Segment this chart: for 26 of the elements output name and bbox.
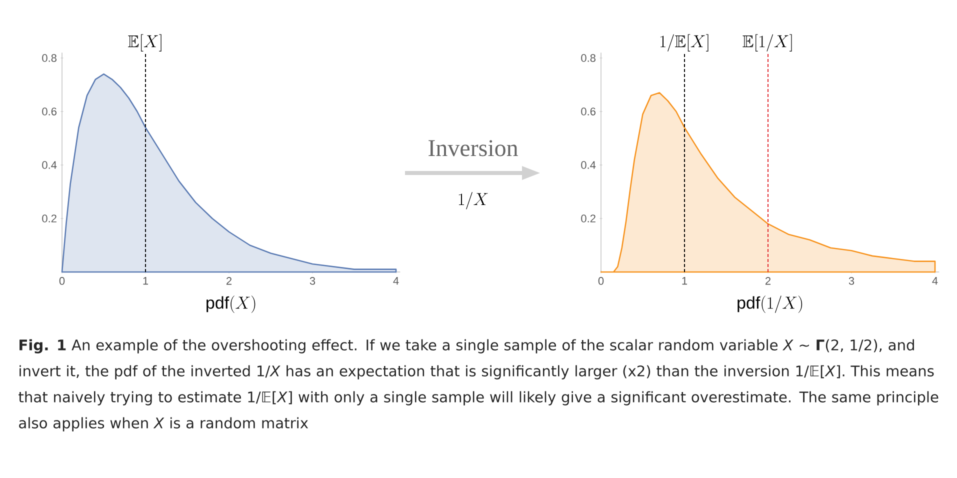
x-tick-label: 3 <box>848 277 854 285</box>
y-tick-label: 0.4 <box>581 161 596 169</box>
x-axis-title: $\mathrm{pdf}(X)$ <box>206 296 256 313</box>
x-tick-label: 1 <box>682 277 688 285</box>
y-tick-label: 0.6 <box>581 108 596 116</box>
text: Inversion <box>428 140 518 156</box>
y-tick-label: 0.8 <box>581 54 596 62</box>
x-tick-label: 4 <box>932 277 938 285</box>
ref-line-label: $1/\mathbb{E}[X]$ <box>660 34 708 52</box>
y-tick-label: 0.2 <box>42 214 56 222</box>
ref-line-label: $\mathbb{E}[X]$ <box>128 34 162 52</box>
ref-line-label: $\mathbb{E}[1/X]$ <box>742 34 792 52</box>
x-tick-label: 0 <box>59 277 65 285</box>
x-tick-label: 0 <box>598 277 604 285</box>
y-tick-label: 0.8 <box>42 54 56 62</box>
text: Fig. 1 An example of the overshooting effect. If we take a single sample of the scalar random variable X ∼ Γ(2, 1/2), and invert it, the pdf of the inverted 1/X has an expectation that is significantly larger (x2) than the inversion 1/𝔼[X]. This means that naively trying to estimate 1/𝔼[X] with only a single sample will likely give a significant overestimate. The same principle also applies when X is a random matrix <box>18 339 938 432</box>
y-tick-label: 0.2 <box>581 214 596 222</box>
x-tick-label: 4 <box>393 277 399 285</box>
x-tick-label: 1 <box>143 277 148 285</box>
x-axis-title: $\mathrm{pdf}(1/X)$ <box>738 296 802 313</box>
x-tick-label: 2 <box>765 277 771 285</box>
x-tick-label: 3 <box>310 277 316 285</box>
x-tick-label: 2 <box>226 277 232 285</box>
y-tick-label: 0.6 <box>42 108 56 116</box>
text: $1/X$ <box>458 192 488 210</box>
y-tick-label: 0.4 <box>42 161 57 169</box>
